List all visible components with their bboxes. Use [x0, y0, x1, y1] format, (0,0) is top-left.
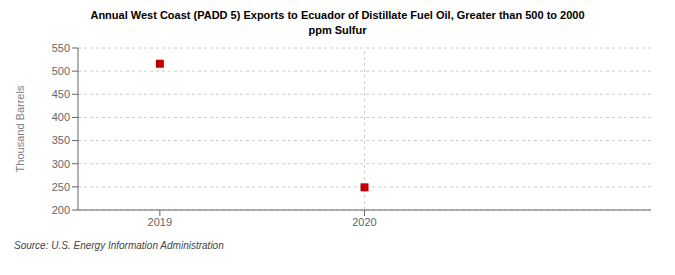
svg-text:550: 550	[52, 42, 70, 54]
svg-text:300: 300	[52, 158, 70, 170]
svg-text:200: 200	[52, 204, 70, 216]
svg-text:350: 350	[52, 134, 70, 146]
svg-text:450: 450	[52, 88, 70, 100]
svg-text:Thousand Barrels: Thousand Barrels	[14, 85, 26, 172]
svg-text:2019: 2019	[148, 216, 172, 228]
svg-text:400: 400	[52, 111, 70, 123]
svg-text:250: 250	[52, 181, 70, 193]
svg-text:2020: 2020	[352, 216, 376, 228]
html-text:Source: U.S. Energy Informatio: Source: U.S. Energy Information Administ…	[14, 240, 224, 251]
svg-text:500: 500	[52, 65, 70, 77]
html-text:Annual West Coast (PADD 5) Exp: Annual West Coast (PADD 5) Exports to Ec…	[90, 9, 585, 36]
